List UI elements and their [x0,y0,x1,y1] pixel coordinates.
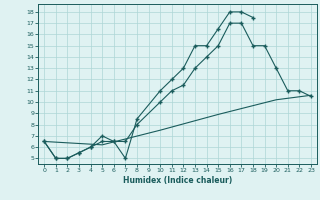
X-axis label: Humidex (Indice chaleur): Humidex (Indice chaleur) [123,176,232,185]
